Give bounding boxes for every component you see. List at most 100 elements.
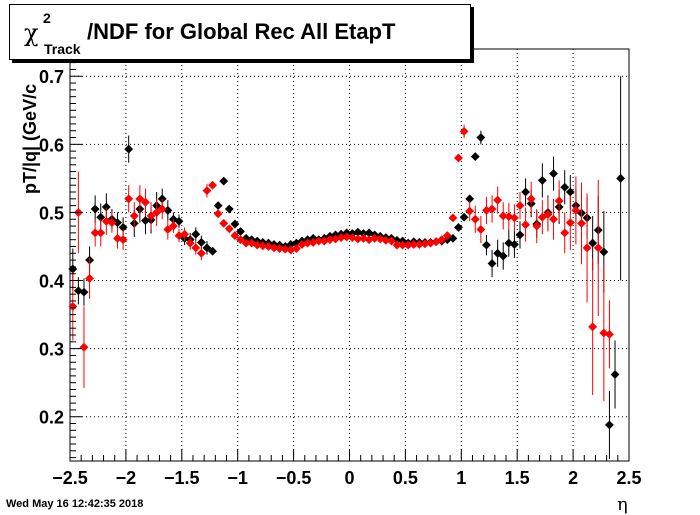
x-tick-label: 1	[456, 468, 466, 488]
data-point	[476, 133, 486, 142]
data-point	[180, 229, 190, 239]
data-point	[588, 238, 598, 248]
data-point	[470, 214, 480, 224]
data-point	[437, 235, 447, 245]
y-tick-label: 0.2	[39, 408, 64, 428]
data-point	[504, 212, 514, 221]
data-point	[482, 240, 491, 250]
x-tick-label: −1.5	[164, 468, 200, 488]
x-tick-label: 2	[568, 468, 578, 488]
axis-ticks	[69, 48, 630, 461]
x-tick-label: 0	[344, 468, 354, 488]
data-point	[230, 231, 240, 241]
data-point	[230, 219, 240, 229]
data-point	[504, 238, 514, 248]
data-point	[442, 231, 452, 241]
chart-title: /NDF for Global Rec All EtapT	[87, 19, 396, 44]
data-point	[560, 182, 570, 192]
data-point	[493, 248, 503, 258]
data-point	[135, 194, 145, 204]
data-point	[454, 153, 463, 163]
data-point	[515, 201, 525, 211]
data-point	[448, 213, 458, 223]
data-point	[554, 196, 564, 206]
data-point	[599, 328, 609, 338]
data-point	[509, 213, 519, 223]
data-point	[487, 204, 497, 214]
data-point	[79, 287, 89, 297]
data-point	[565, 218, 575, 228]
series-2	[68, 124, 614, 402]
data-point	[191, 229, 201, 239]
data-point	[582, 243, 592, 253]
title-box: χ 2 Track /NDF for Global Rec All EtapT	[9, 4, 471, 60]
data-point	[174, 216, 184, 226]
data-point	[113, 233, 122, 243]
data-point	[560, 228, 570, 238]
data-point	[68, 301, 78, 311]
data-point	[521, 187, 531, 197]
data-point	[275, 244, 285, 253]
data-point	[610, 370, 620, 379]
data-point	[152, 208, 162, 217]
title-subscript: Track	[44, 41, 81, 57]
data-point	[526, 194, 536, 204]
data-point	[459, 126, 469, 136]
data-point	[208, 246, 217, 256]
data-point	[605, 329, 614, 339]
data-point	[101, 216, 111, 226]
data-point	[537, 176, 547, 185]
data-point	[258, 241, 268, 251]
data-point	[90, 204, 100, 214]
data-point	[269, 243, 279, 253]
data-point	[515, 230, 525, 240]
data-point	[593, 243, 603, 253]
data-point	[163, 225, 173, 234]
data-point	[549, 214, 558, 224]
data-point	[498, 251, 508, 261]
x-tick-label: −0.5	[276, 468, 312, 488]
data-point	[157, 204, 167, 214]
y-axis-label: pT/|q| (GeV/c	[20, 83, 40, 194]
tick-labels: −2.5 −2 −1.5 −1 −0.5 0 0.5 1 1.5 2 2.5 0.2 0.3 0.4 0.5…	[39, 67, 642, 488]
data-point	[141, 197, 150, 207]
data-point	[588, 322, 598, 332]
grid-lines	[70, 49, 629, 461]
data-point	[509, 240, 519, 249]
data-point	[347, 233, 357, 243]
data-point	[124, 144, 134, 154]
y-tick-label: 0.5	[39, 203, 64, 223]
data-point	[219, 218, 229, 228]
y-tick-label: 0.3	[39, 340, 64, 360]
data-point	[124, 194, 134, 204]
plot-border	[69, 48, 630, 462]
data-point	[191, 243, 201, 253]
data-point	[493, 195, 503, 205]
title-chi-symbol: χ	[24, 19, 39, 47]
data-point	[79, 342, 89, 352]
data-point	[291, 244, 301, 253]
data-point	[219, 176, 229, 186]
data-point	[252, 240, 262, 250]
series-layer	[68, 76, 626, 459]
y-tick-label: 0.7	[39, 67, 64, 87]
data-point	[202, 186, 212, 196]
data-point	[118, 235, 128, 245]
data-point	[370, 233, 380, 243]
data-point	[359, 233, 368, 243]
data-point	[264, 242, 273, 251]
x-tick-label: −2	[116, 468, 137, 488]
data-point	[549, 169, 558, 179]
data-point	[571, 205, 581, 215]
data-point	[213, 209, 223, 219]
data-point	[224, 204, 234, 214]
data-point	[616, 173, 626, 183]
data-point	[459, 212, 469, 222]
data-point	[532, 221, 542, 231]
data-point	[280, 244, 290, 254]
data-point	[454, 222, 463, 232]
x-tick-label: 0.5	[393, 468, 418, 488]
data-point	[521, 220, 531, 230]
data-point	[387, 236, 396, 246]
